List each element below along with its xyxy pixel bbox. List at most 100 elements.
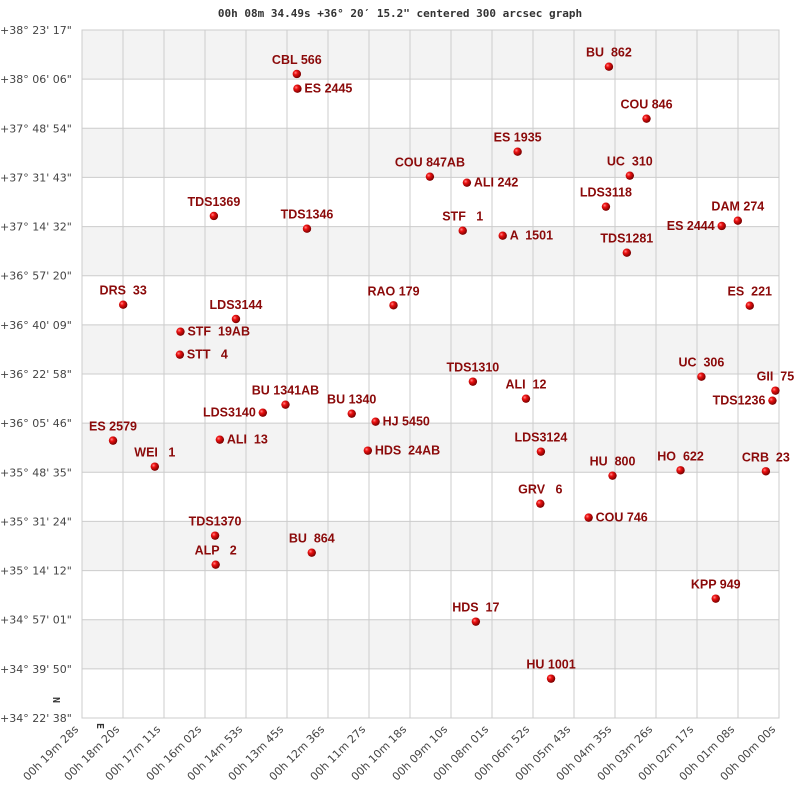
star-label: TDS1369 [187, 195, 240, 209]
star-point[interactable] [745, 301, 754, 310]
star-point[interactable] [513, 147, 522, 156]
star-point[interactable] [258, 408, 268, 417]
star-label: LDS3118 [580, 186, 632, 200]
star-label: WEI 1 [134, 446, 175, 460]
star-point[interactable] [536, 499, 545, 508]
row-band [82, 177, 779, 227]
star-point[interactable] [215, 435, 225, 444]
star-point[interactable] [761, 467, 771, 476]
star-label: ES 2444 [667, 219, 715, 233]
star-point[interactable] [471, 617, 481, 626]
star-label: BU 862 [586, 46, 632, 60]
star-label: UC 310 [607, 155, 653, 169]
star-point[interactable] [584, 513, 593, 522]
star-label: HO 622 [657, 449, 704, 463]
star-label: ALP 2 [195, 544, 237, 558]
star-point[interactable] [389, 301, 398, 310]
star-point[interactable] [371, 417, 380, 426]
star-point[interactable] [733, 216, 743, 225]
star-point[interactable] [622, 248, 632, 257]
star-point[interactable] [150, 462, 160, 471]
star-label: LDS3140 [203, 406, 256, 420]
y-tick-label: +35° 31' 24" [0, 515, 72, 528]
star-point[interactable] [210, 531, 220, 540]
star-label: LDS3144 [210, 298, 263, 312]
star-point[interactable] [697, 372, 706, 381]
y-tick-label: +36° 57' 20" [0, 270, 72, 283]
star-point[interactable] [292, 69, 302, 79]
star-point[interactable] [608, 471, 617, 480]
star-dots [108, 62, 780, 683]
star-point[interactable] [302, 224, 312, 233]
star-point[interactable] [363, 446, 373, 455]
star-point[interactable] [462, 178, 472, 187]
star-label: ES 221 [728, 285, 773, 299]
star-label: STF 1 [442, 210, 483, 224]
star-label: DRS 33 [100, 284, 147, 298]
star-point[interactable] [293, 84, 302, 93]
y-tick-label: +34° 57' 01" [0, 614, 72, 627]
star-label: KPP 949 [691, 578, 741, 592]
star-point[interactable] [307, 548, 316, 557]
star-point[interactable] [498, 231, 507, 240]
star-point[interactable] [546, 674, 556, 683]
row-band [82, 374, 779, 424]
star-label: ALI 242 [474, 176, 519, 190]
star-point[interactable] [176, 327, 185, 336]
row-band [82, 619, 779, 669]
star-label: ES 2445 [304, 82, 352, 96]
star-label: BU 1341AB [252, 384, 319, 398]
row-band [82, 275, 779, 325]
star-point[interactable] [768, 396, 777, 405]
star-point[interactable] [521, 394, 531, 403]
star-label: GII 75 [757, 370, 795, 384]
star-labels: CBL 566 ES 2445 TDS1369 TDS1346 BU 862 COU 84… [89, 46, 794, 672]
star-label: STT 4 [187, 348, 228, 362]
star-label: ES 1935 [494, 131, 542, 145]
row-band [82, 226, 779, 276]
star-point[interactable] [211, 560, 220, 569]
star-point[interactable] [209, 211, 219, 221]
star-point[interactable] [468, 377, 478, 386]
row-band [82, 128, 779, 178]
star-point[interactable] [175, 350, 185, 359]
star-label: HDS 24AB [375, 444, 440, 458]
star-label: HJ 5450 [383, 415, 430, 429]
star-label: LDS3124 [514, 431, 567, 445]
row-band [82, 324, 779, 374]
star-point[interactable] [118, 300, 128, 309]
star-point[interactable] [711, 594, 720, 603]
star-label: ALI 13 [227, 433, 268, 447]
star-label: COU 746 [596, 511, 648, 525]
star-label: HU 1001 [526, 658, 575, 672]
star-point[interactable] [281, 400, 290, 409]
star-point[interactable] [347, 409, 356, 418]
star-point[interactable] [536, 447, 546, 456]
star-point[interactable] [771, 386, 780, 395]
y-axis: +38° 23' 17" +38° 06' 06" +37° 48' 54" +37°… [0, 24, 72, 725]
y-tick-label: +35° 48' 35" [0, 466, 72, 479]
star-point[interactable] [601, 202, 611, 211]
star-point[interactable] [425, 172, 435, 181]
y-tick-label: +37° 31' 43" [0, 171, 72, 184]
row-band [82, 521, 779, 571]
star-point[interactable] [231, 314, 241, 324]
star-point[interactable] [676, 466, 685, 475]
star-point[interactable] [717, 221, 726, 231]
star-label: HDS 17 [452, 601, 499, 615]
star-point[interactable] [108, 436, 118, 445]
y-tick-label: +36° 40' 09" [0, 319, 72, 332]
star-label: UC 306 [678, 356, 724, 370]
star-point[interactable] [642, 114, 651, 123]
chart-title: 00h 08m 34.49s +36° 20′ 15.2" centered 3… [218, 7, 582, 20]
star-label: STF 19AB [187, 325, 250, 339]
star-label: TDS1346 [281, 208, 334, 222]
star-label: HU 800 [590, 455, 636, 469]
y-tick-label: +38° 06' 06" [0, 73, 72, 86]
star-label: GRV 6 [518, 483, 562, 497]
star-point[interactable] [458, 226, 467, 235]
star-point[interactable] [604, 62, 614, 71]
star-point[interactable] [625, 171, 635, 180]
